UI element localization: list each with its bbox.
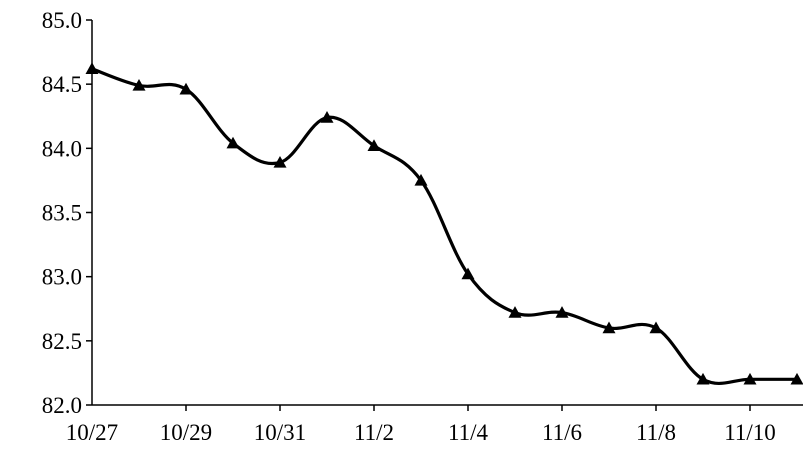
data-point-marker [461, 267, 475, 280]
data-point-marker [696, 372, 710, 385]
y-axis-ticks: 85.0 84.5 84.0 83.5 83.0 82.5 82.0 [42, 8, 92, 418]
x-tick-label: 10/31 [254, 420, 306, 445]
y-tick-label: 83.5 [42, 201, 82, 226]
data-point-marker [743, 372, 757, 385]
data-point-marker [649, 321, 663, 334]
plot-area: 85.084.584.083.583.082.582.0 10/27 10/29 1… [42, 8, 803, 445]
y-tick-label: 85.0 [42, 8, 82, 33]
x-tick-label: 11/6 [542, 420, 582, 445]
x-tick-label: 10/27 [66, 420, 118, 445]
data-point-marker [179, 82, 193, 95]
data-point-marker [508, 306, 522, 318]
x-axis-ticks: 10/27 10/29 10/31 11/2 11/4 11/6 11/8 11/10 [66, 405, 776, 445]
data-point-marker [226, 136, 240, 149]
x-tick-label: 11/4 [448, 420, 489, 445]
y-tick-label: 82.5 [42, 329, 82, 354]
data-point-marker [132, 78, 146, 91]
y-tick-label: 84.5 [42, 72, 82, 97]
series-line [90, 67, 799, 385]
x-tick-label: 10/29 [160, 420, 212, 445]
data-point-marker [555, 306, 569, 318]
series-layer [85, 62, 803, 385]
x-tick-label: 11/10 [724, 420, 776, 445]
data-point-marker [602, 321, 616, 334]
x-tick-label: 11/8 [636, 420, 676, 445]
x-tick-label: 11/2 [354, 420, 394, 445]
y-tick-label: 82.0 [42, 393, 82, 418]
data-point-marker [790, 372, 803, 385]
data-point-marker [367, 139, 381, 151]
data-point-marker [414, 173, 428, 186]
data-point-marker [273, 155, 287, 168]
data-point-marker [85, 62, 99, 74]
y-tick-label: 84.0 [42, 136, 82, 161]
y-tick-label: 83.0 [42, 265, 82, 290]
data-point-marker [320, 111, 334, 123]
